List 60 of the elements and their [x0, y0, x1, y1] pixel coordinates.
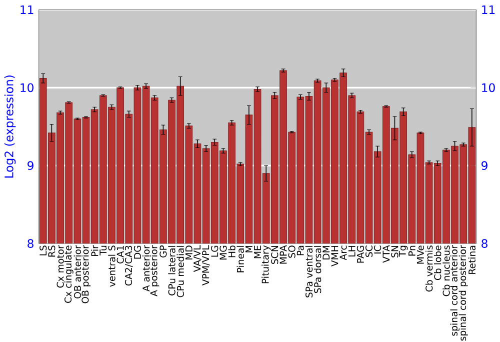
x-tick-label: ME — [254, 245, 261, 258]
x-tick-label: Retina — [468, 246, 476, 274]
x-tick-label: MPA — [280, 244, 287, 264]
x-tick-label: Cb nucleus — [442, 245, 450, 296]
x-tick-label: RS — [48, 245, 56, 256]
x-tick-label: Tg — [398, 246, 408, 257]
x-tick-label: Pir — [91, 244, 98, 256]
x-tick-label: CA2/CA3 — [124, 246, 133, 286]
y-tick-label: 9 — [28, 160, 34, 170]
x-tick-label: SN — [391, 246, 398, 258]
x-tick-label: SO — [288, 245, 296, 258]
x-tick-label: Cb lobe — [434, 245, 442, 280]
x-tick-label: LG — [211, 246, 218, 256]
x-tick-label: MVe — [416, 245, 424, 264]
x-tick-label: Pn — [408, 246, 416, 256]
x-tick-label: A anterior — [142, 244, 150, 292]
x-tick-label: Pa — [296, 246, 304, 255]
x-tick-label: Arc — [340, 245, 347, 260]
y-tick-label: 10 — [20, 83, 34, 92]
x-tick-label: VMH — [331, 246, 338, 266]
x-tick-label: DG — [134, 246, 141, 258]
x-tick-label: LS — [40, 245, 47, 256]
x-tick-label: PAG — [356, 246, 364, 262]
x-tick-label: MD — [186, 245, 192, 260]
x-tick-label: CPu medial — [176, 246, 184, 297]
x-tick-label: VA/VL — [194, 244, 202, 272]
x-tick-label: VPM/VPL — [202, 244, 210, 286]
x-tick-label: ventral S — [108, 245, 116, 287]
x-tick-label: IC — [374, 245, 382, 254]
x-tick-label: MG — [220, 246, 227, 260]
x-tick-label: A posterior — [150, 244, 160, 296]
y2-tick-label: 11 — [482, 5, 495, 14]
x-tick-label: Pituitary — [262, 245, 271, 283]
x-tick-label: GP — [160, 245, 167, 258]
x-tick-label: OB anterior — [74, 244, 82, 298]
y-tick-label: 11 — [20, 5, 34, 14]
y2-tick-label: 10 — [482, 83, 495, 92]
y2-tick-label: 9 — [482, 160, 488, 170]
x-tick-label: CPu lateral — [168, 246, 176, 296]
x-tick-label: CA1 — [116, 246, 124, 264]
y-tick-label: 8 — [28, 238, 34, 248]
x-tick-label: OB posterior — [81, 244, 91, 304]
x-tick-label: M — [246, 246, 252, 252]
x-tick-label: Cx motor — [56, 244, 64, 288]
x-tick-label: spinal cord anterior — [450, 244, 460, 336]
x-tick-label: SCN — [271, 246, 278, 264]
x-tick-label: LH — [348, 246, 356, 256]
x-tick-label: SPa dorsal — [314, 246, 322, 293]
x-tick-label: Cb vermis — [425, 245, 433, 292]
x-tick-label: Tu — [100, 246, 107, 256]
x-tick-label: Pineal — [236, 246, 244, 272]
x-tick-label: SC — [365, 245, 373, 257]
y-axis-title: Log2 (expression) — [4, 75, 16, 178]
x-tick-label: Hb — [228, 245, 236, 257]
y2-tick-label: 8 — [482, 238, 488, 248]
x-tick-label: SPa ventral — [305, 246, 313, 298]
x-tick-label: DM — [322, 246, 330, 260]
x-tick-label: spinal cord posterior — [458, 244, 468, 340]
x-tick-label: Cx cingulate — [64, 245, 74, 303]
x-tick-label: VTA — [382, 244, 390, 263]
